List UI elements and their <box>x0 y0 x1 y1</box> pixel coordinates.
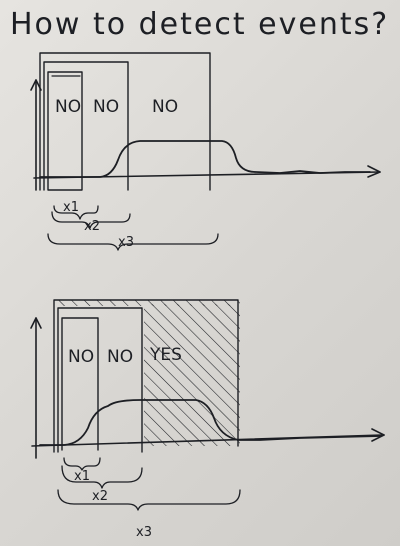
top-window-x1 <box>47 71 83 191</box>
top-name-x1: x1 <box>63 200 79 215</box>
bottom-brace-x1 <box>63 457 101 471</box>
bottom-detected-region-hatch <box>144 304 240 446</box>
top-brace-x2 <box>51 211 131 229</box>
top-brace-x1 <box>53 205 99 220</box>
bottom-diagram: NO NO YES x1 x2 x3 <box>30 299 385 540</box>
bottom-label-x1: NO <box>68 347 94 367</box>
bottom-y-arrow-icon <box>30 317 42 329</box>
top-window-x2 <box>43 61 129 191</box>
bottom-signal-trace <box>39 399 381 446</box>
top-name-x3: x3 <box>118 235 134 250</box>
top-window-x3 <box>39 52 211 191</box>
bottom-brace-x2 <box>61 465 143 489</box>
page-title: How to detect events? <box>10 7 389 42</box>
bottom-window-x3 <box>53 299 239 453</box>
top-label-x3: NO <box>152 97 178 117</box>
top-brace-x3 <box>47 233 219 251</box>
bottom-name-x2: x2 <box>92 489 108 504</box>
top-label-x2: NO <box>93 97 119 117</box>
bottom-window-x1 <box>61 317 99 451</box>
top-signal-trace <box>39 140 371 178</box>
bottom-label-x2: NO <box>107 347 133 367</box>
bottom-name-x1: x1 <box>74 469 90 484</box>
bottom-name-x3: x3 <box>136 525 152 540</box>
bottom-top-hatch <box>56 300 240 306</box>
top-x-arrow-icon <box>367 165 381 178</box>
top-name-x2: x2 <box>84 219 100 234</box>
bottom-x-arrow-icon <box>371 428 385 442</box>
bottom-label-x3: YES <box>149 345 182 365</box>
top-diagram: NO NO NO x1 x2 x3 <box>30 52 381 251</box>
bottom-window-x2 <box>57 307 143 453</box>
top-label-x1: NO <box>55 97 81 117</box>
bottom-brace-x3 <box>57 489 241 511</box>
